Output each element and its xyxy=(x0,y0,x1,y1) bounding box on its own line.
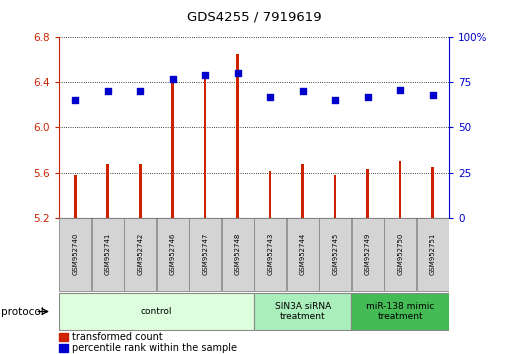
Point xyxy=(331,97,339,103)
Text: SIN3A siRNA
treatment: SIN3A siRNA treatment xyxy=(274,302,331,321)
FancyBboxPatch shape xyxy=(254,218,286,291)
FancyBboxPatch shape xyxy=(59,293,254,330)
Text: GSM952746: GSM952746 xyxy=(170,232,176,275)
FancyBboxPatch shape xyxy=(124,218,156,291)
Point xyxy=(266,94,274,99)
Text: miR-138 mimic
treatment: miR-138 mimic treatment xyxy=(366,302,435,321)
Point xyxy=(428,92,437,98)
FancyBboxPatch shape xyxy=(384,218,416,291)
Text: GSM952745: GSM952745 xyxy=(332,232,338,274)
FancyBboxPatch shape xyxy=(156,218,189,291)
FancyBboxPatch shape xyxy=(287,218,319,291)
Text: GSM952748: GSM952748 xyxy=(234,232,241,275)
Bar xyxy=(139,164,142,218)
Point xyxy=(364,94,372,99)
Text: GSM952749: GSM952749 xyxy=(365,232,371,275)
Point xyxy=(169,76,177,81)
FancyBboxPatch shape xyxy=(189,218,221,291)
Text: GSM952751: GSM952751 xyxy=(429,232,436,275)
FancyBboxPatch shape xyxy=(254,293,351,330)
Text: control: control xyxy=(141,307,172,316)
Text: GSM952747: GSM952747 xyxy=(202,232,208,275)
Text: protocol: protocol xyxy=(1,307,44,316)
Point xyxy=(396,87,404,92)
Text: GSM952740: GSM952740 xyxy=(72,232,78,275)
Text: transformed count: transformed count xyxy=(72,332,163,342)
Point xyxy=(104,88,112,94)
Bar xyxy=(59,333,68,341)
Point xyxy=(136,88,144,94)
Point xyxy=(71,97,80,103)
Point xyxy=(233,70,242,76)
Bar xyxy=(366,169,369,218)
FancyBboxPatch shape xyxy=(417,218,449,291)
Text: GDS4255 / 7919619: GDS4255 / 7919619 xyxy=(187,11,321,24)
Bar xyxy=(59,344,68,352)
Text: GSM952744: GSM952744 xyxy=(300,232,306,274)
Bar xyxy=(236,54,239,218)
Bar xyxy=(334,175,337,218)
Text: percentile rank within the sample: percentile rank within the sample xyxy=(72,343,237,353)
FancyBboxPatch shape xyxy=(351,218,384,291)
Bar xyxy=(301,164,304,218)
Bar xyxy=(74,175,76,218)
Bar xyxy=(399,161,402,218)
Bar xyxy=(269,171,271,218)
Text: GSM952741: GSM952741 xyxy=(105,232,111,275)
Text: GSM952750: GSM952750 xyxy=(397,232,403,275)
Point xyxy=(201,72,209,78)
FancyBboxPatch shape xyxy=(319,218,351,291)
Bar xyxy=(106,164,109,218)
Text: GSM952742: GSM952742 xyxy=(137,232,143,274)
Text: GSM952743: GSM952743 xyxy=(267,232,273,275)
FancyBboxPatch shape xyxy=(222,218,254,291)
Point xyxy=(299,88,307,94)
Bar xyxy=(204,79,207,218)
FancyBboxPatch shape xyxy=(92,218,124,291)
Bar xyxy=(431,167,434,218)
FancyBboxPatch shape xyxy=(59,218,91,291)
FancyBboxPatch shape xyxy=(351,293,449,330)
Bar xyxy=(171,82,174,218)
